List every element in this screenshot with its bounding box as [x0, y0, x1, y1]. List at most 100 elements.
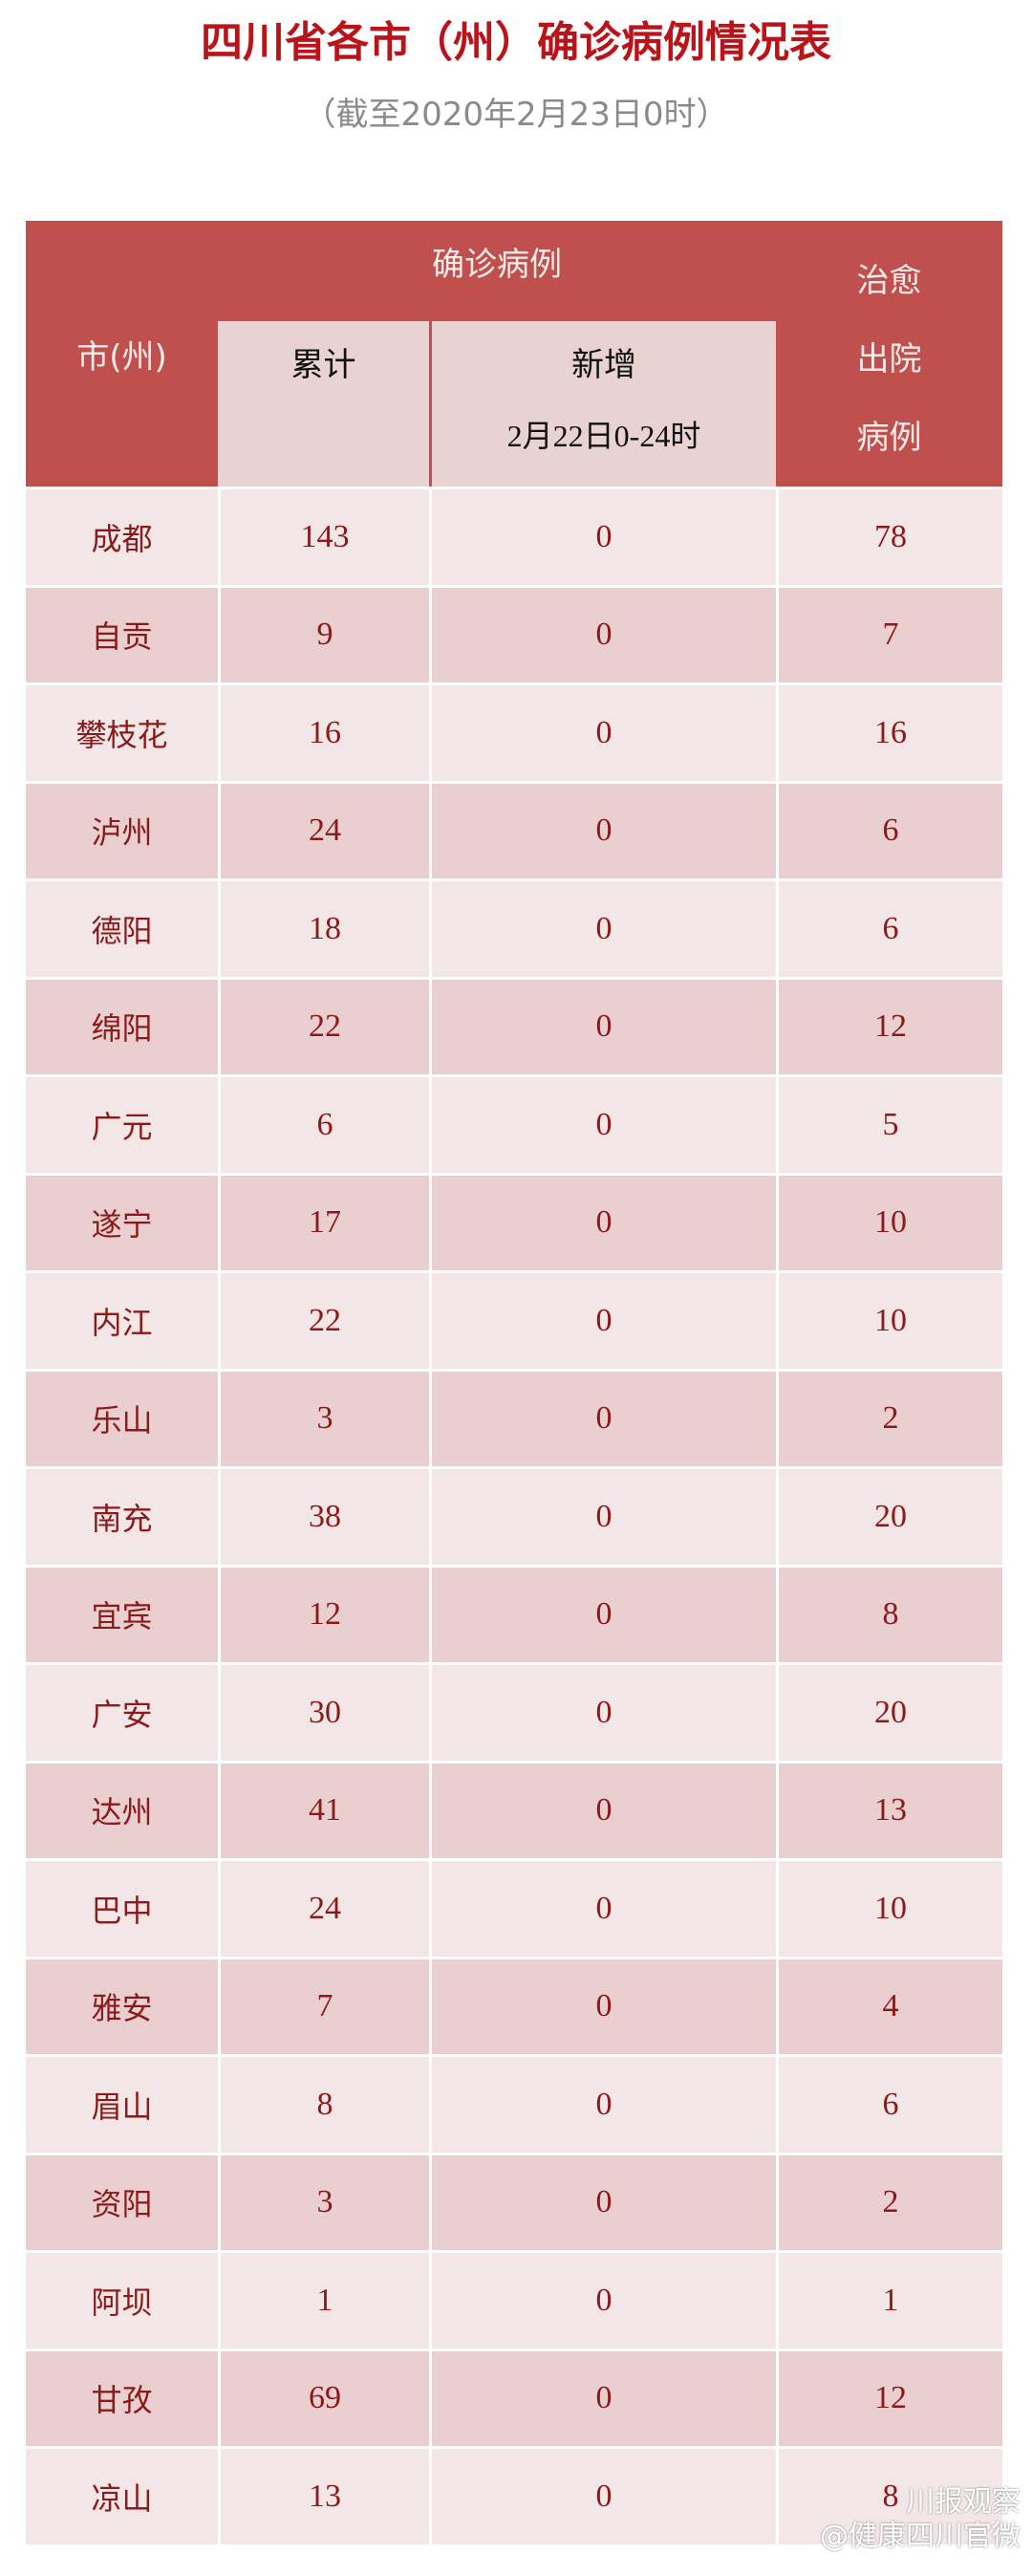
page-subtitle: （截至2020年2月23日0时）	[303, 96, 729, 134]
table-row: 巴中 24 0 10	[26, 1858, 1002, 1957]
cell-new: 0	[429, 2350, 776, 2446]
cell-city: 内江	[91, 1304, 153, 1341]
header-new-period: 2月22日0-24时	[506, 419, 701, 453]
cell-new: 0	[429, 2253, 776, 2349]
cell-new: 0	[429, 2154, 776, 2250]
cell-cumulative: 7	[218, 1959, 429, 2054]
header-recovered-line: 病例	[856, 419, 922, 457]
cell-cumulative: 3	[218, 2154, 429, 2250]
cell-city: 遂宁	[91, 1206, 153, 1244]
cell-new: 0	[429, 1959, 776, 2054]
table-header: 市(州) 确诊病例 累计 新增 2月22日0-24时 治愈 出院 病例	[26, 221, 1002, 487]
cell-cumulative: 16	[218, 685, 429, 781]
cell-recovered: 10	[776, 1175, 1002, 1270]
cell-cumulative: 12	[218, 1567, 429, 1662]
cell-cumulative: 24	[218, 1861, 429, 1957]
table-row: 雅安 7 0 4	[26, 1956, 1002, 2054]
cell-city: 广安	[91, 1696, 153, 1733]
cell-new: 0	[429, 783, 776, 878]
cell-cumulative: 9	[218, 587, 429, 682]
cell-city: 泸州	[91, 814, 153, 852]
cell-cumulative: 30	[218, 1665, 429, 1761]
cell-recovered: 1	[776, 2253, 1002, 2349]
header-cumulative: 累计	[290, 346, 356, 384]
cell-new: 0	[429, 979, 776, 1074]
cell-recovered: 2	[776, 2154, 1002, 2250]
cell-new: 0	[429, 1273, 776, 1369]
cell-recovered: 16	[776, 685, 1002, 781]
table-row: 自贡 9 0 7	[26, 584, 1002, 682]
cell-city: 达州	[91, 1794, 153, 1831]
cell-recovered: 8	[776, 2449, 1002, 2544]
table-row: 广元 6 0 5	[26, 1074, 1002, 1173]
cell-cumulative: 13	[218, 2449, 429, 2544]
header-recovered-line: 治愈	[856, 262, 922, 300]
cell-recovered: 6	[776, 2057, 1002, 2153]
cell-cumulative: 22	[218, 979, 429, 1074]
cell-new: 0	[429, 1077, 776, 1173]
table-row: 泸州 24 0 6	[26, 780, 1002, 878]
cell-recovered: 12	[776, 2350, 1002, 2446]
table-row: 成都 143 0 78	[26, 487, 1002, 585]
cell-city: 凉山	[91, 2479, 153, 2517]
table-row: 资阳 3 0 2	[26, 2152, 1002, 2250]
cell-recovered: 10	[776, 1273, 1002, 1369]
table-row: 绵阳 22 0 12	[26, 976, 1002, 1074]
table-row: 达州 41 0 13	[26, 1760, 1002, 1858]
cell-new: 0	[429, 881, 776, 977]
cell-city: 雅安	[91, 1990, 153, 2027]
cell-new: 0	[429, 2449, 776, 2544]
cell-city: 巴中	[91, 1892, 153, 1929]
cell-new: 0	[429, 1469, 776, 1565]
cell-recovered: 7	[776, 587, 1002, 682]
table-body: 成都 143 0 78 自贡 9 0 7 攀枝花 16 0 16 泸州 24 0 6 德阳 18 0 6 绵阳 22 0 12…	[26, 487, 1002, 2544]
cell-recovered: 6	[776, 783, 1002, 878]
table-row: 攀枝花 16 0 16	[26, 682, 1002, 781]
cell-city: 宜宾	[91, 1598, 153, 1635]
header-new-cell: 新增 2月22日0-24时	[432, 321, 776, 487]
table-row: 南充 38 0 20	[26, 1466, 1002, 1565]
table-row: 乐山 3 0 2	[26, 1368, 1002, 1466]
cell-cumulative: 3	[218, 1371, 429, 1466]
table-row: 内江 22 0 10	[26, 1270, 1002, 1369]
watermark-line: 川报观察	[906, 2485, 1021, 2519]
cell-city: 乐山	[91, 1402, 153, 1440]
cell-recovered: 10	[776, 1861, 1002, 1957]
cell-new: 0	[429, 489, 776, 585]
cases-table: 市(州) 确诊病例 累计 新增 2月22日0-24时 治愈 出院 病例 成都 14…	[26, 221, 1002, 2544]
table-row: 遂宁 17 0 10	[26, 1172, 1002, 1270]
cell-new: 0	[429, 1175, 776, 1270]
cell-recovered: 5	[776, 1077, 1002, 1173]
header-recovered-line: 出院	[856, 340, 922, 379]
cell-recovered: 20	[776, 1665, 1002, 1761]
cell-new: 0	[429, 1567, 776, 1662]
cell-city: 德阳	[91, 912, 153, 949]
cell-recovered: 20	[776, 1469, 1002, 1565]
cell-cumulative: 17	[218, 1175, 429, 1270]
table-row: 甘孜 69 0 12	[26, 2348, 1002, 2446]
cell-city: 阿坝	[91, 2284, 153, 2321]
cell-cumulative: 18	[218, 881, 429, 977]
cell-new: 0	[429, 1763, 776, 1858]
table-row: 广安 30 0 20	[26, 1662, 1002, 1761]
cell-new: 0	[429, 1665, 776, 1761]
cell-recovered: 78	[776, 489, 1002, 585]
table-row: 凉山 13 0 8	[26, 2446, 1002, 2544]
cell-new: 0	[429, 2057, 776, 2153]
cell-cumulative: 24	[218, 783, 429, 878]
cell-recovered: 6	[776, 881, 1002, 977]
cell-city: 甘孜	[91, 2382, 153, 2419]
cell-city: 广元	[91, 1108, 153, 1145]
cell-recovered: 4	[776, 1959, 1002, 2054]
cell-cumulative: 41	[218, 1763, 429, 1858]
header-cumulative-cell: 累计	[218, 321, 429, 487]
watermark-line: @健康四川官微	[820, 2520, 1021, 2553]
table-row: 阿坝 1 0 1	[26, 2250, 1002, 2349]
cell-cumulative: 6	[218, 1077, 429, 1173]
cell-new: 0	[429, 685, 776, 781]
cell-city: 自贡	[91, 618, 153, 656]
cell-cumulative: 1	[218, 2253, 429, 2349]
cell-recovered: 8	[776, 1567, 1002, 1662]
cell-city: 眉山	[91, 2088, 153, 2125]
cell-cumulative: 143	[218, 489, 429, 585]
